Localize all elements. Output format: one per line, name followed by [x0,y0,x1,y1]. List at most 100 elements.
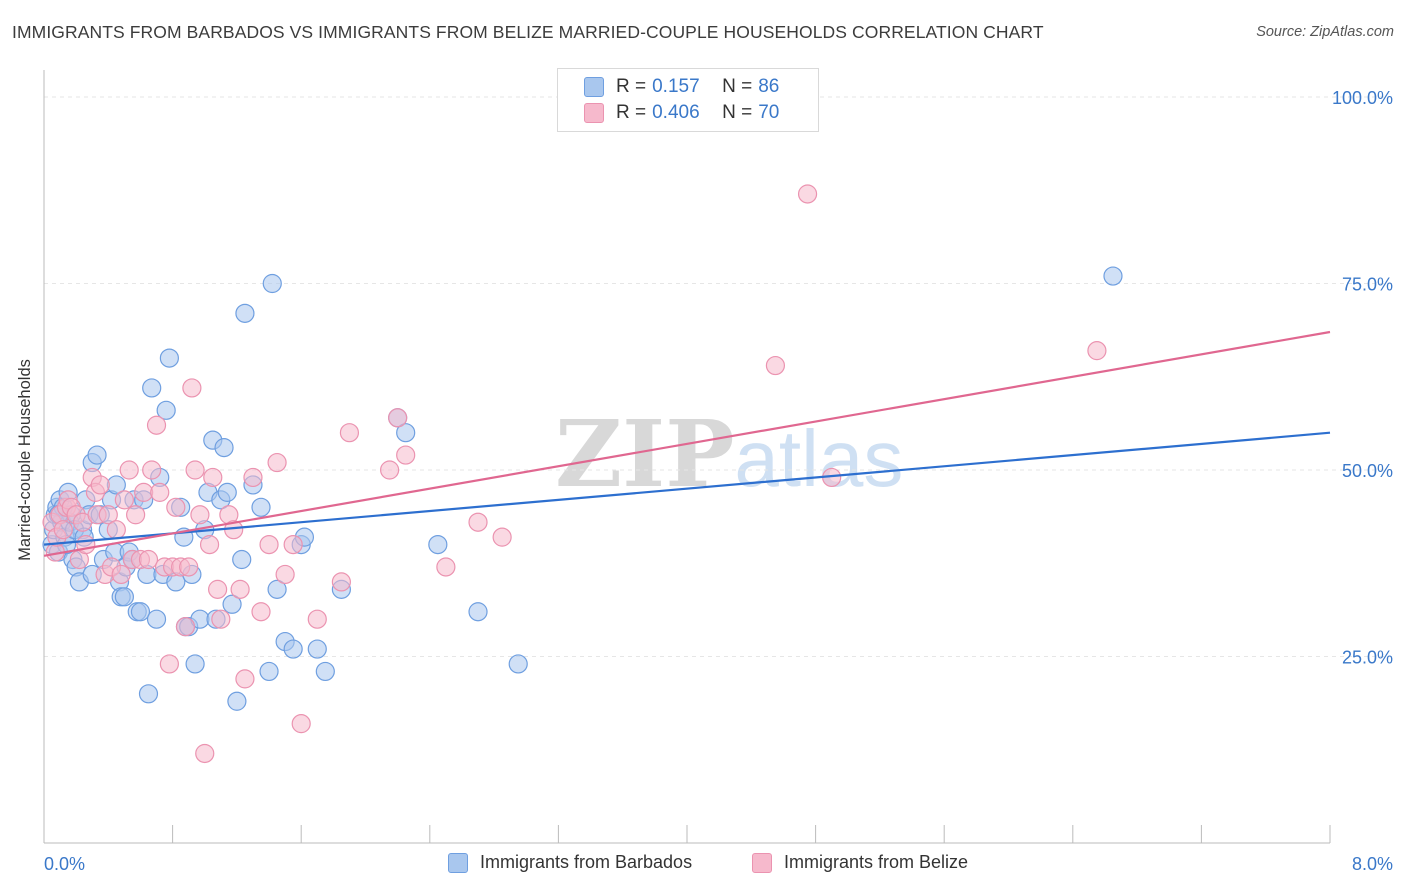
data-point-belize [230,579,250,599]
data-point-barbados [130,602,151,622]
series-legend-belize[interactable]: Immigrants from Belize [752,852,968,873]
data-point-belize [283,534,303,555]
legend-r-label: R = [616,102,647,123]
data-point-belize [119,460,139,480]
data-point-barbados [114,587,134,607]
data-point-barbados [283,639,303,659]
data-point-belize [797,184,818,204]
data-point-belize [388,408,408,428]
series-legend-label-barbados: Immigrants from Barbados [480,852,693,872]
data-point-barbados [159,348,179,368]
data-point-belize [208,579,228,599]
data-point-barbados [214,438,234,458]
data-point-barbados [235,303,255,323]
data-point-barbados [508,654,528,674]
chart-title: IMMIGRANTS FROM BARBADOS VS IMMIGRANTS F… [12,22,1044,42]
legend-row-barbados: R = 0.157 N = 86 [584,74,779,100]
data-point-barbados [428,534,448,555]
data-point-belize [159,654,179,674]
tick-label-layer: 25.0% 50.0% 75.0% 100.0% 0.0% 8.0% [44,88,1393,874]
x-tick-label: 0.0% [44,854,85,874]
y-tick-label: 25.0% [1342,648,1393,668]
data-point-barbados [267,579,287,599]
data-point-belize [111,564,131,585]
series-swatch-barbados [448,852,468,873]
data-point-belize [275,564,295,585]
points-layer [42,184,1123,764]
legend-r-label: R = [616,76,647,97]
data-point-belize [175,617,196,637]
series-swatch-belize [752,852,772,873]
data-point-belize [259,534,279,555]
data-point-barbados [217,482,237,502]
data-point-barbados [307,639,327,659]
data-point-belize [243,467,263,488]
y-axis-label: Married-couple Households [16,359,34,561]
data-point-belize [166,497,186,517]
zipatlas-watermark: ZIPatlas [555,400,903,508]
data-point-barbados [142,378,162,398]
data-point-belize [142,460,162,480]
data-point-belize [76,534,96,555]
trend-layer [43,330,1331,557]
data-point-belize [53,520,73,540]
data-point-belize [436,557,456,577]
data-point-belize [396,445,416,465]
legend-n-label: N = [722,76,753,97]
data-point-belize [235,669,255,689]
legend-row-belize: R = 0.406 N = 70 [584,100,779,126]
data-point-belize [251,602,271,622]
trend-line-belize [43,330,1331,557]
y-tick-label: 75.0% [1342,275,1393,295]
data-point-belize [182,378,202,398]
data-point-barbados [262,273,282,294]
data-point-belize [179,557,199,577]
data-point-belize [150,482,170,502]
data-point-belize [380,460,400,480]
trend-line-barbados [43,431,1331,546]
data-point-belize [114,490,134,510]
source-label: Source: ZipAtlas.com [1256,24,1394,40]
data-point-belize [267,452,287,473]
data-point-belize [307,609,327,629]
legend-r-value-belize: 0.406 [652,102,700,123]
y-tick-label: 100.0% [1332,88,1393,108]
legend-n-value-barbados: 86 [758,76,780,97]
data-point-belize [492,527,512,547]
data-point-belize [90,475,110,495]
data-point-barbados [251,497,271,517]
legend-r-value-barbados: 0.157 [652,76,700,97]
data-point-belize [146,415,167,435]
data-point-belize [1087,341,1107,361]
series-legend-barbados[interactable]: Immigrants from Barbados [448,852,692,873]
legend-n-value-belize: 70 [758,102,780,123]
data-point-belize [190,505,210,525]
data-point-barbados [1103,266,1123,286]
data-point-belize [468,512,488,532]
data-point-barbados [259,661,279,682]
data-point-belize [765,355,786,376]
data-point-belize [98,505,118,525]
data-point-belize [331,572,351,592]
data-point-barbados [315,661,335,682]
data-point-barbados [396,423,416,443]
data-point-barbados [156,400,176,420]
grid-layer [44,96,1395,657]
data-point-belize [199,534,220,555]
data-point-belize [211,609,231,629]
data-point-barbados [87,445,107,465]
data-point-barbados [222,594,242,614]
data-point-belize [185,460,205,480]
data-point-barbados [138,684,159,704]
legend-swatch-belize [584,103,604,123]
axis-layer [43,70,1331,844]
data-point-belize [291,714,311,734]
data-point-barbados [232,549,252,570]
data-point-belize [134,482,154,502]
series-legend-label-belize: Immigrants from Belize [784,852,969,872]
correlation-legend: R = 0.157 N = 86 R = 0.406 N = 70 [557,68,819,132]
watermark-atlas: atlas [734,414,904,503]
legend-n-label: N = [722,102,753,123]
data-point-belize [203,467,223,488]
